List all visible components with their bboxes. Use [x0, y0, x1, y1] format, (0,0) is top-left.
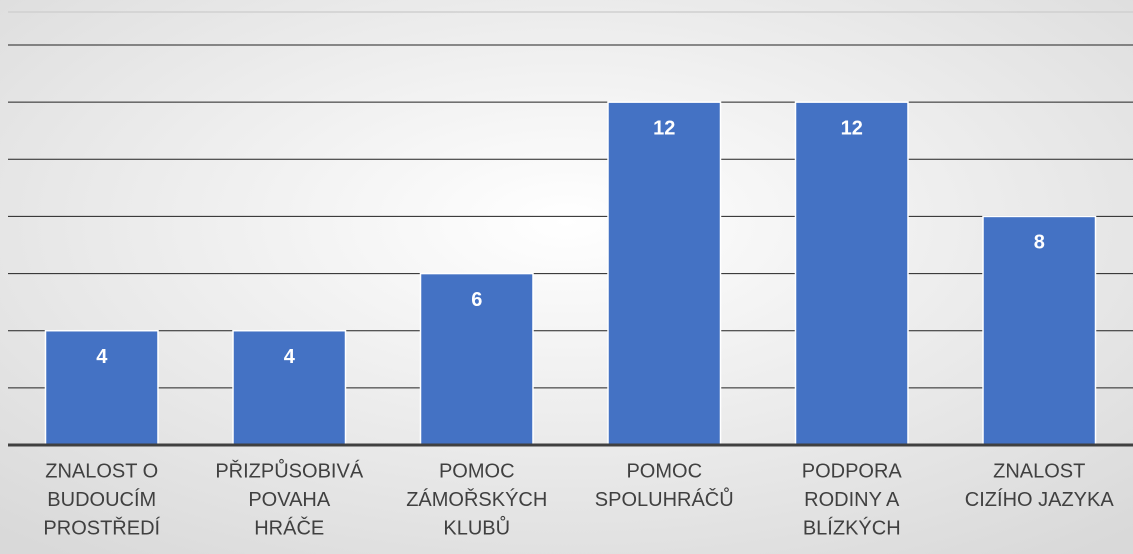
bar [607, 101, 722, 446]
bar [44, 329, 159, 446]
data-label: 12 [841, 117, 863, 139]
x-tick-label: CIZÍHO JAZYKA [965, 488, 1115, 511]
x-tick-label: BUDOUCÍM [47, 488, 156, 511]
x-tick-label: BLÍZKÝCH [803, 516, 901, 539]
data-label: 6 [471, 289, 482, 311]
x-tick-label: PROSTŘEDÍ [43, 516, 160, 539]
data-label: 12 [653, 117, 675, 139]
data-label: 8 [1034, 232, 1045, 254]
data-label: 4 [96, 346, 108, 368]
x-tick-label: HRÁČE [254, 516, 324, 539]
x-tick-label: PODPORA [802, 460, 903, 482]
data-label: 4 [284, 346, 296, 368]
x-tick-label: SPOLUHRÁČŮ [595, 487, 734, 511]
bar [794, 101, 909, 446]
x-tick-label: ZNALOST O [45, 460, 158, 482]
x-tick-label: ZNALOST [993, 460, 1085, 482]
x-tick-label: POVAHA [248, 489, 331, 511]
x-tick-label: POMOC [626, 460, 702, 482]
x-tick-label: ZÁMOŘSKÝCH [406, 488, 547, 511]
x-tick-label: KLUBŮ [443, 515, 510, 539]
x-tick-label: POMOC [439, 460, 515, 482]
x-tick-label: PŘIZPŮSOBIVÁ [215, 458, 363, 482]
x-tick-label: RODINY A [804, 489, 900, 511]
